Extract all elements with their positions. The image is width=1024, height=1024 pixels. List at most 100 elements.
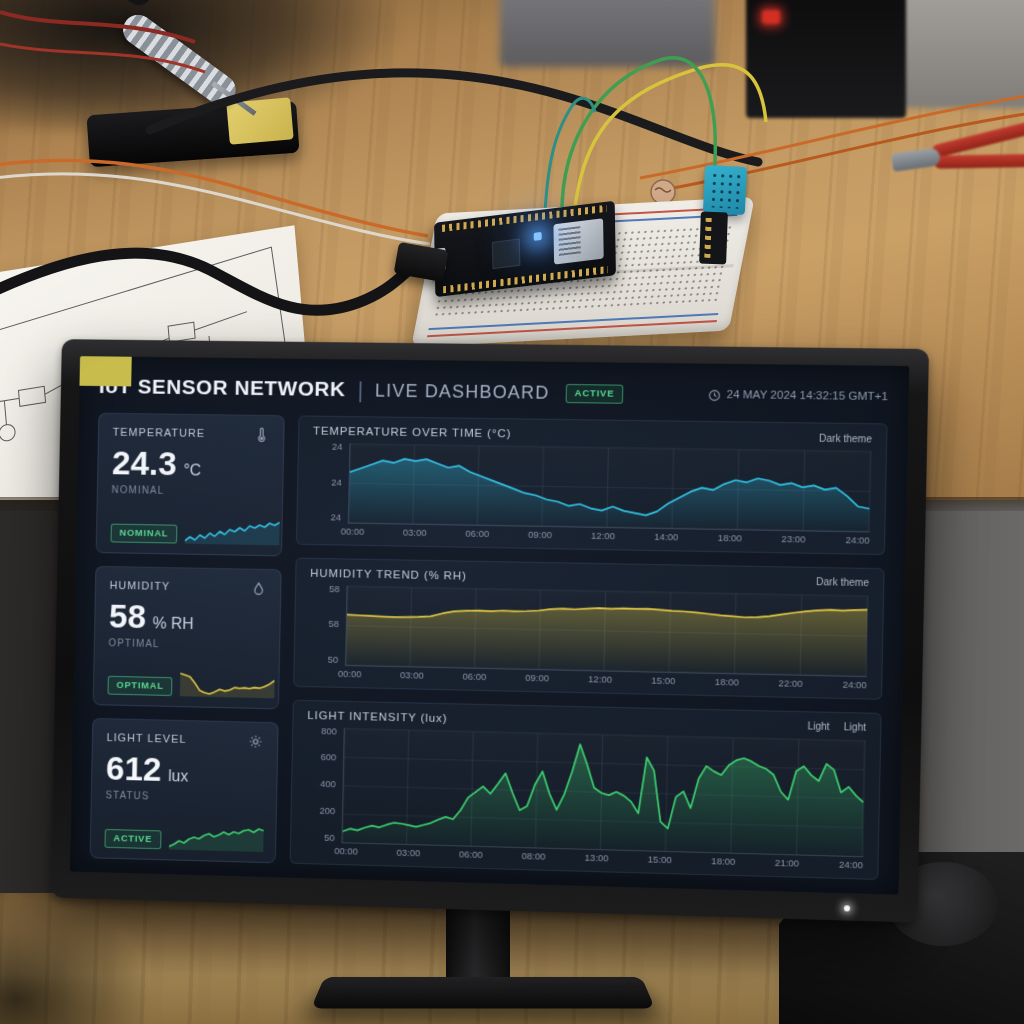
y-tick-label: 50 [327,654,339,666]
y-tick-label: 600 [320,752,337,764]
thermometer-icon [254,427,270,443]
y-axis-labels: 800 600 400 200 50 [305,725,344,844]
sparkline-canvas [184,518,280,546]
x-tick-label: 23:00 [781,533,806,546]
monitor: IoT SENSOR NETWORK | LIVE DASHBOARD ACTI… [50,339,930,923]
legend-item[interactable]: Light [79,356,867,734]
x-tick-label: 15:00 [651,675,676,687]
dht11-sensor [702,164,748,216]
humidity-plot-area [344,585,869,677]
y-tick-label: 50 [324,832,335,844]
chart-legend: Light Light [79,356,867,734]
bench-equipment [500,0,715,67]
usb-chip [492,238,521,270]
soldering-station [60,0,390,190]
x-tick-label: 12:00 [588,673,613,686]
light-status-badge: ACTIVE [104,828,162,850]
y-tick-label: 24 [330,512,342,524]
x-tick-label: 15:00 [647,854,672,867]
humidity-chart-panel: HUMIDITY TREND (% RH) Dark theme 58 58 50 … [79,356,885,700]
x-tick-label: 00:00 [340,526,365,538]
timestamp: 24 MAY 2024 14:32:15 GMT+1 [726,389,889,404]
legend-item[interactable]: Light [79,356,830,734]
wifi-shield [553,218,604,265]
chart-title: TEMPERATURE OVER TIME (°C) [312,425,512,441]
legend-dash [79,356,132,386]
status-badge: ACTIVE [565,383,624,404]
x-tick-label: 06:00 [458,849,483,862]
humidity-card: HUMIDITY 58 % RH [92,565,282,710]
x-tick-label: 12:00 [590,530,616,543]
x-tick-label: 03:00 [400,669,424,682]
dashboard-header: IoT SENSOR NETWORK | LIVE DASHBOARD ACTI… [99,369,889,415]
light-plot-area [341,727,866,858]
x-tick-label: 22:00 [778,677,803,690]
x-tick-label: 06:00 [465,528,490,540]
chart-legend: Dark theme [79,356,872,446]
sparkline-canvas [180,671,275,699]
chart-title: HUMIDITY TREND (% RH) [310,567,467,583]
x-tick-label: 09:00 [528,529,553,541]
legend-label: Dark theme [818,433,872,446]
legend-item[interactable]: Dark theme [79,356,870,590]
chart-canvas [348,444,871,532]
humidity-value: 58 [108,597,147,636]
solder-sponge [226,97,294,145]
sparkline-canvas [168,824,264,853]
card-label: HUMIDITY [109,579,171,593]
light-value: 612 [105,750,162,790]
y-tick-label: 400 [319,778,336,791]
x-tick-label: 24:00 [838,859,864,872]
sensor-breakout [699,211,728,265]
legend-label: Light [807,721,830,734]
temperature-plot-area [347,443,872,533]
y-tick-label: 800 [320,725,337,738]
temperature-chart-panel: TEMPERATURE OVER TIME (°C) Dark theme 24… [79,356,888,555]
droplet-icon [251,580,267,596]
x-tick-label: 00:00 [337,668,362,680]
x-tick-label: 24:00 [845,534,870,547]
chart-legend: Dark theme [79,356,870,590]
light-unit: lux [168,768,189,786]
humidity-unit: % RH [152,615,194,633]
y-tick-label: 58 [328,583,340,595]
card-label: LIGHT LEVEL [106,732,187,747]
monitor-bezel: IoT SENSOR NETWORK | LIVE DASHBOARD ACTI… [50,339,930,923]
y-tick-label: 200 [319,805,336,817]
legend-label: Light [843,722,867,734]
light-chart-panel: LIGHT INTENSITY (lux) Light Light 800 600 4… [79,356,882,880]
power-button [762,10,780,24]
humidity-sparkline [180,671,275,699]
timestamp-group: 24 MAY 2024 14:32:15 GMT+1 [707,388,888,403]
y-axis-labels: 24 24 24 [311,441,349,524]
x-tick-label: 09:00 [525,672,550,684]
y-tick-label: 24 [331,441,343,453]
temperature-sparkline [184,518,280,546]
iot-dashboard: IoT SENSOR NETWORK | LIVE DASHBOARD ACTI… [70,356,909,895]
x-tick-label: 24:00 [842,679,867,691]
x-tick-label: 03:00 [402,527,427,539]
temperature-status-badge: NOMINAL [110,523,178,544]
chart-title: LIGHT INTENSITY (lux) [307,709,448,725]
chart-canvas [342,728,864,857]
bench-device [746,0,906,118]
light-card: LIGHT LEVEL 612 lux [89,718,279,864]
monitor-stand-base [310,976,656,1009]
x-tick-label: 03:00 [396,847,421,860]
x-tick-label: 08:00 [521,851,546,863]
card-status-label: OPTIMAL [108,637,160,650]
clock-icon [707,388,720,401]
x-tick-label: 14:00 [654,531,679,544]
y-tick-label: 58 [328,619,339,631]
chart-canvas [345,586,868,676]
sensor-cards-column: TEMPERATURE 24.3 °C [89,412,285,864]
x-tick-label: 18:00 [711,856,736,868]
light-sparkline [168,824,264,853]
legend-label: Dark theme [816,577,870,590]
soldering-iron-handle [85,0,157,11]
legend-item[interactable]: Dark theme [79,356,872,446]
x-tick-label: 00:00 [334,846,358,858]
x-tick-label: 18:00 [714,676,740,689]
title-separator: | [357,377,364,403]
dashboard-screen: IoT SENSOR NETWORK | LIVE DASHBOARD ACTI… [69,356,910,895]
